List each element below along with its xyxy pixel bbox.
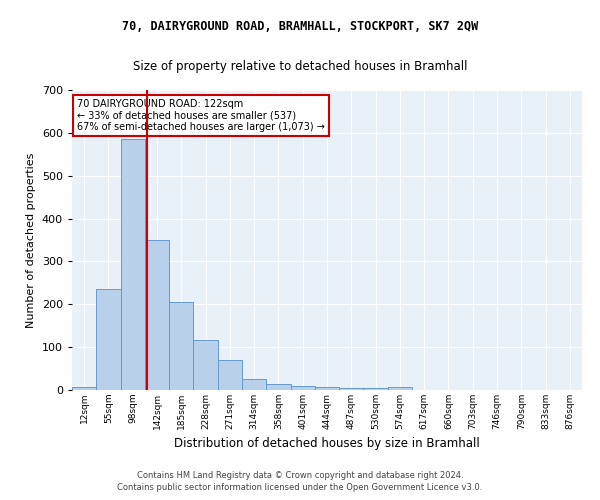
Bar [266,384,290,390]
Bar [121,140,145,390]
Bar [242,380,266,390]
Bar [169,302,193,390]
Bar [218,360,242,390]
Bar [145,240,169,390]
Text: 70, DAIRYGROUND ROAD, BRAMHALL, STOCKPORT, SK7 2QW: 70, DAIRYGROUND ROAD, BRAMHALL, STOCKPOR… [122,20,478,33]
X-axis label: Distribution of detached houses by size in Bramhall: Distribution of detached houses by size … [174,438,480,450]
Bar [339,388,364,390]
Bar [193,340,218,390]
Bar [315,386,339,390]
Bar [364,388,388,390]
Y-axis label: Number of detached properties: Number of detached properties [26,152,36,328]
Text: Size of property relative to detached houses in Bramhall: Size of property relative to detached ho… [133,60,467,73]
Bar [290,386,315,390]
Bar [72,386,96,390]
Text: 70 DAIRYGROUND ROAD: 122sqm
← 33% of detached houses are smaller (537)
67% of se: 70 DAIRYGROUND ROAD: 122sqm ← 33% of det… [77,99,325,132]
Text: Contains public sector information licensed under the Open Government Licence v3: Contains public sector information licen… [118,484,482,492]
Bar [96,290,121,390]
Text: Contains HM Land Registry data © Crown copyright and database right 2024.: Contains HM Land Registry data © Crown c… [137,471,463,480]
Bar [388,386,412,390]
